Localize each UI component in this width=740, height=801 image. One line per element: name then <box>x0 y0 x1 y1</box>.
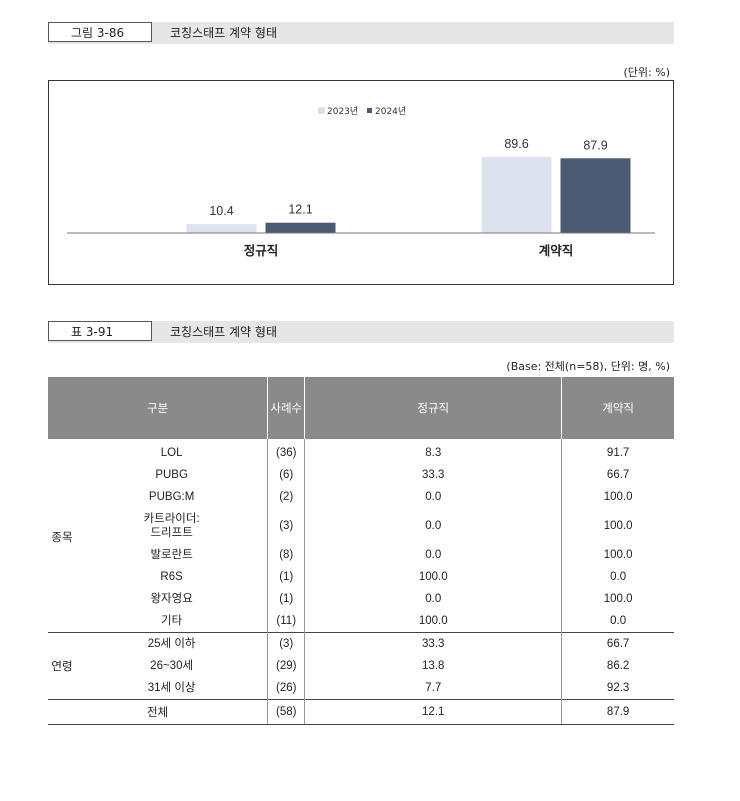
table-row: PUBG (6) 33.3 66.7 <box>48 464 674 486</box>
header-group: 구분 <box>48 377 268 439</box>
total-contract: 87.9 <box>561 699 674 725</box>
regular-cell: 33.3 <box>304 464 562 486</box>
regular-cell: 100.0 <box>304 610 562 633</box>
table-base-note: (Base: 전체(n=58), 단위: 명, %) <box>506 360 670 373</box>
data-label: 89.6 <box>504 137 528 151</box>
table-row: 카트라이더: 드리프트 (3) 0.0 100.0 <box>48 508 674 544</box>
category-label: 계약직 <box>539 243 574 258</box>
contract-cell: 66.7 <box>561 464 674 486</box>
table-body: 종목 LOL (36) 8.3 91.7 PUBG (6) 33.3 66.7 PUBG:M (2)… <box>48 439 674 725</box>
chart-frame: 2023년 2024년 10.4 12.1 정규직 89.6 87.9 계약직 <box>48 80 674 285</box>
header-contract: 계약직 <box>561 377 674 439</box>
bar <box>265 222 336 233</box>
contract-cell: 0.0 <box>561 566 674 588</box>
n-cell: (3) <box>267 508 305 544</box>
n-cell: (6) <box>267 464 305 486</box>
category-cell: 25세 이하 <box>76 632 268 655</box>
legend-swatch <box>367 108 372 113</box>
category-label: 정규직 <box>244 243 279 258</box>
n-cell: (26) <box>267 677 305 700</box>
table-row: 왕자영요 (1) 0.0 100.0 <box>48 588 674 610</box>
category-cell: R6S <box>160 571 183 583</box>
table-row: 발로란트 (8) 0.0 100.0 <box>48 544 674 566</box>
n-cell: (11) <box>267 610 305 633</box>
bar <box>560 158 631 233</box>
legend-label: 2023년 <box>327 106 358 117</box>
data-label: 87.9 <box>583 138 607 152</box>
table-row: 종목 LOL (36) 8.3 91.7 <box>48 439 674 544</box>
table-row: 기타 (11) 100.0 0.0 <box>48 610 674 633</box>
header-regular: 정규직 <box>304 377 562 439</box>
category-cell: 카트라이더: 드리프트 <box>143 513 200 539</box>
regular-cell: 8.3 <box>304 439 562 464</box>
category-cell: PUBG:M <box>148 491 195 503</box>
n-cell: (1) <box>267 566 305 588</box>
n-cell: (36) <box>267 439 305 464</box>
regular-cell: 100.0 <box>304 566 562 588</box>
category-cell: 발로란트 <box>150 549 193 561</box>
data-label: 12.1 <box>288 203 312 217</box>
table-row: R6S (1) 100.0 0.0 <box>48 566 674 588</box>
total-regular: 12.1 <box>304 699 562 725</box>
n-cell: (1) <box>267 588 305 610</box>
n-cell: (3) <box>267 632 305 655</box>
data-label: 10.4 <box>209 204 233 218</box>
table-row: 연령 25세 이하 (3) 33.3 66.7 <box>48 632 674 700</box>
n-cell: (29) <box>267 655 305 677</box>
figure-caption-bar: 그림 3-86 코칭스태프 계약 형태 <box>48 22 674 44</box>
regular-cell: 0.0 <box>304 486 562 508</box>
regular-cell: 0.0 <box>304 508 562 544</box>
contract-cell: 92.3 <box>561 677 674 700</box>
total-n: (58) <box>267 699 305 725</box>
contract-cell: 100.0 <box>561 588 674 610</box>
table-row: PUBG:M (2) 0.0 100.0 <box>48 486 674 508</box>
figure-unit: (단위: %) <box>623 66 670 79</box>
contract-cell: 86.2 <box>561 655 674 677</box>
contract-cell: 100.0 <box>561 544 674 566</box>
category-cell: 기타 <box>161 615 183 627</box>
legend-label: 2024년 <box>375 106 406 117</box>
contract-cell: 91.7 <box>561 439 674 464</box>
category-cell: LOL <box>160 447 183 459</box>
category-cell: 31세 이상 <box>147 682 196 694</box>
table-caption-bar: 표 3-91 코칭스태프 계약 형태 <box>48 321 674 343</box>
regular-cell: 0.0 <box>304 544 562 566</box>
total-label: 전체 <box>48 699 268 725</box>
bar-chart: 2023년 2024년 10.4 12.1 정규직 89.6 87.9 계약직 <box>67 106 655 258</box>
figure-title: 코칭스태프 계약 형태 <box>170 26 277 40</box>
n-cell: (2) <box>267 486 305 508</box>
contract-cell: 100.0 <box>561 508 674 544</box>
group-label: 종목 <box>51 532 73 544</box>
contract-cell: 100.0 <box>561 486 674 508</box>
figure-label: 그림 3-86 <box>48 22 152 42</box>
category-cell: 26~30세 <box>150 660 194 672</box>
regular-cell: 7.7 <box>304 677 562 700</box>
bar <box>186 224 257 233</box>
table-title: 코칭스태프 계약 형태 <box>170 325 277 339</box>
bar <box>481 156 552 233</box>
n-cell: (8) <box>267 544 305 566</box>
category-cell: 왕자영요 <box>150 593 193 605</box>
contract-cell: 0.0 <box>561 610 674 633</box>
group-label: 연령 <box>48 632 76 700</box>
category-cell: PUBG <box>155 469 188 481</box>
table-row: 26~30세 (29) 13.8 86.2 <box>48 655 674 677</box>
header-n: 사례수 <box>267 377 305 439</box>
regular-cell: 13.8 <box>304 655 562 677</box>
legend-swatch <box>318 107 325 114</box>
regular-cell: 33.3 <box>304 632 562 655</box>
contract-cell: 66.7 <box>561 632 674 655</box>
contract-type-table: 구분 사례수 정규직 계약직 종목 LOL (36) 8.3 91.7 PUBG (6) 33… <box>48 377 674 725</box>
table-header-row: 구분 사례수 정규직 계약직 <box>48 377 674 439</box>
regular-cell: 0.0 <box>304 588 562 610</box>
table-label: 표 3-91 <box>48 321 152 341</box>
table-row: 31세 이상 (26) 7.7 92.3 <box>48 677 674 700</box>
total-row: 전체 (58) 12.1 87.9 <box>48 699 674 725</box>
